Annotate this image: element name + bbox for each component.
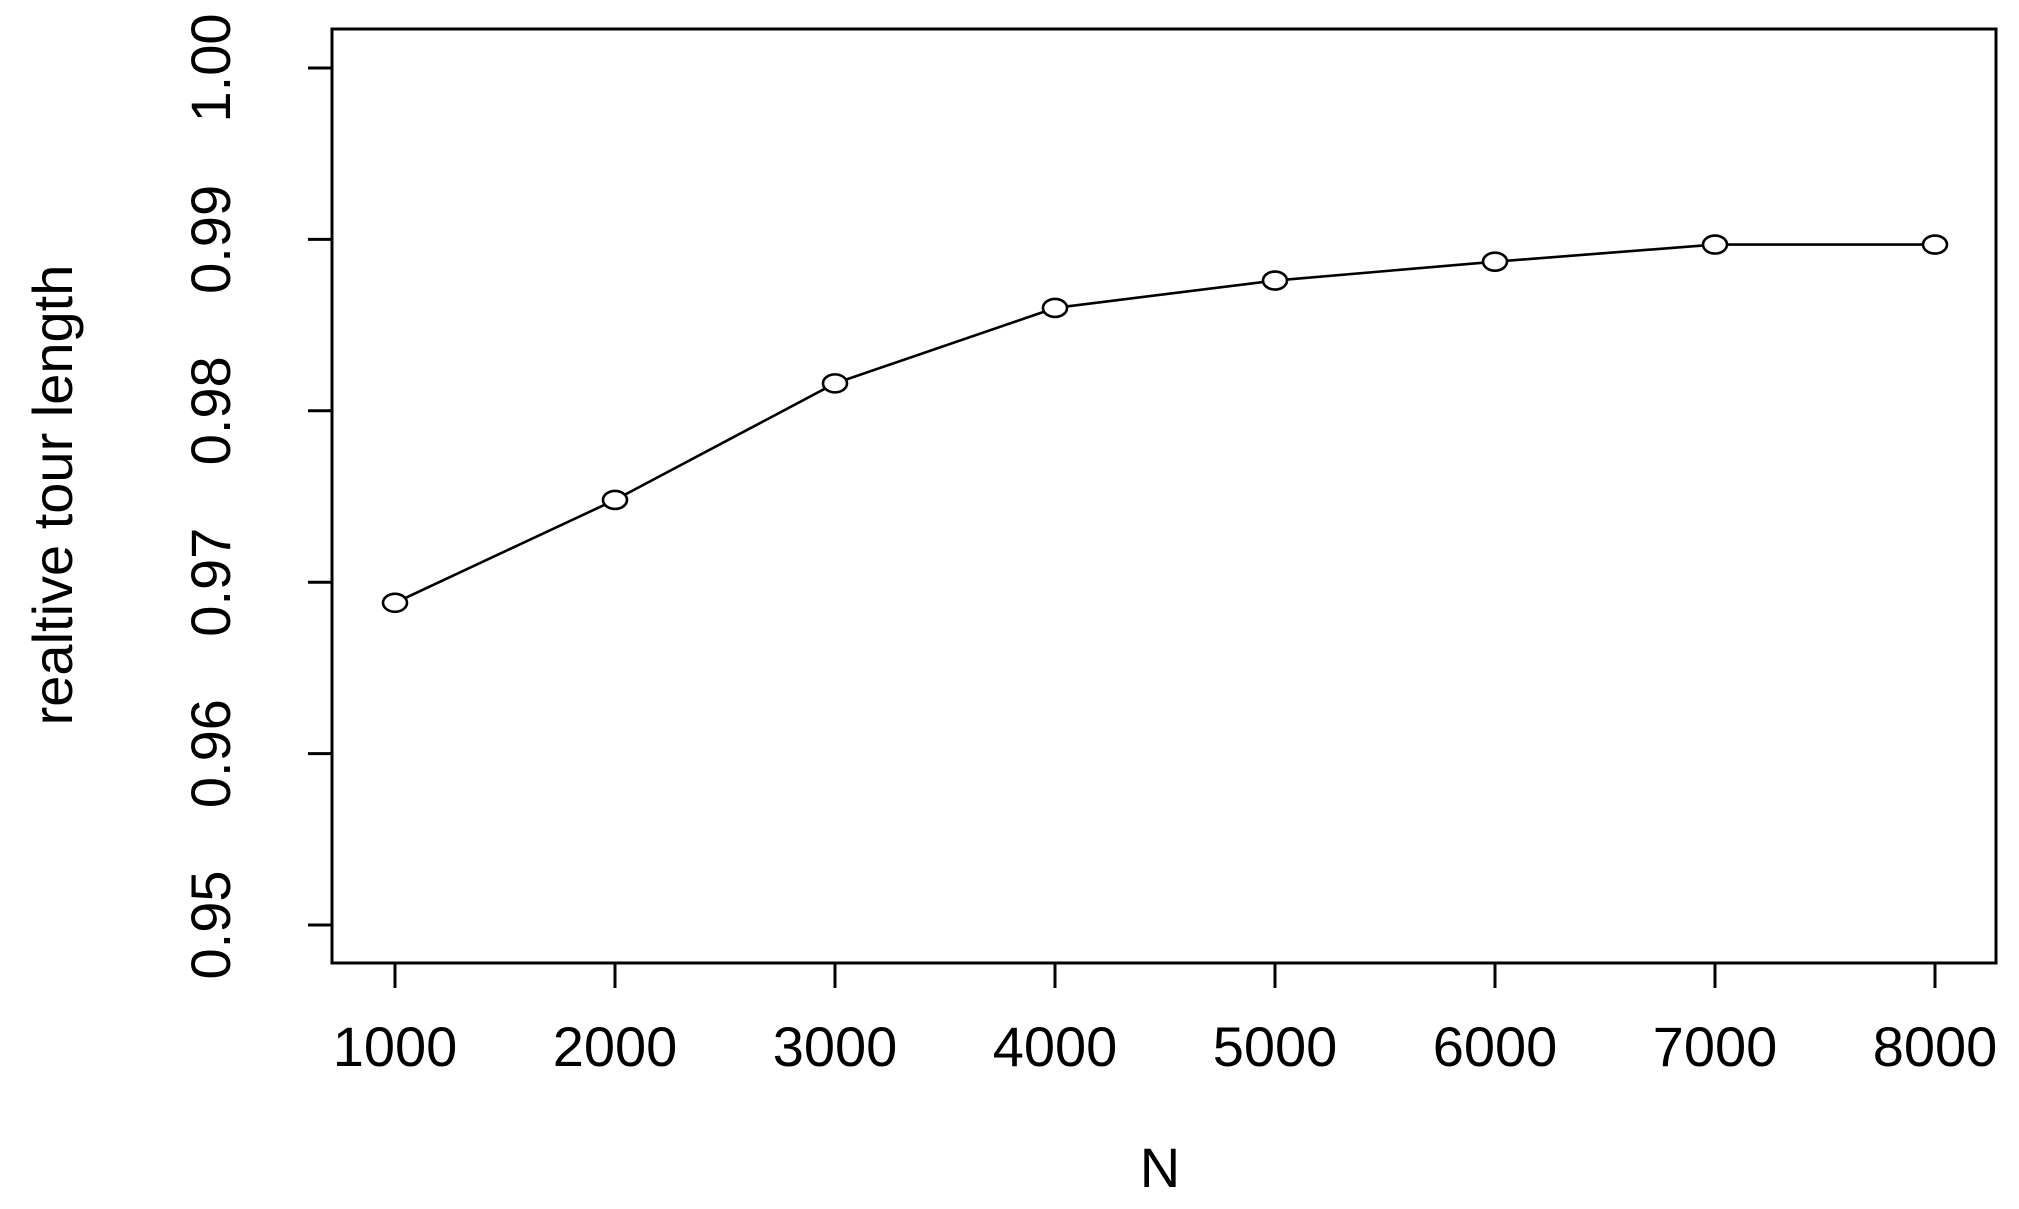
y-tick-label-1: 0.96 — [179, 699, 242, 808]
x-tick-label-4: 5000 — [1213, 1015, 1338, 1078]
series-line — [394, 243, 1935, 604]
data-point-3 — [1041, 297, 1069, 319]
y-tick-label-0: 0.95 — [179, 871, 242, 980]
x-tick-label-0: 1000 — [333, 1015, 458, 1078]
data-point-1 — [601, 489, 629, 511]
data-point-7 — [1921, 234, 1949, 255]
y-tick-label-4: 0.99 — [179, 185, 242, 294]
y-axis-title: realtive tour length — [21, 265, 84, 726]
x-tick-label-1: 2000 — [553, 1015, 678, 1078]
plot-frame — [330, 27, 1998, 965]
x-tick-label-5: 6000 — [1433, 1015, 1558, 1078]
data-point-0 — [381, 592, 409, 614]
data-point-2 — [821, 373, 849, 394]
data-point-5 — [1481, 251, 1509, 272]
x-tick-label-7: 8000 — [1873, 1015, 1998, 1078]
x-tick-label-2: 3000 — [773, 1015, 898, 1078]
y-tick-label-5: 1.00 — [179, 14, 242, 123]
y-tick-label-3: 0.98 — [179, 356, 242, 465]
data-point-4 — [1261, 270, 1289, 291]
y-tick-label-2: 0.97 — [179, 528, 242, 637]
data-point-6 — [1701, 234, 1729, 255]
y-axis: 0.95 0.96 0.97 0.98 0.99 1.00 — [179, 14, 332, 980]
x-tick-label-3: 4000 — [993, 1015, 1118, 1078]
data-points — [381, 234, 1949, 614]
x-axis: 1000 2000 3000 4000 5000 6000 7000 8000 — [333, 963, 1998, 1078]
x-axis-title: N — [1140, 1136, 1180, 1199]
x-tick-label-6: 7000 — [1653, 1015, 1778, 1078]
